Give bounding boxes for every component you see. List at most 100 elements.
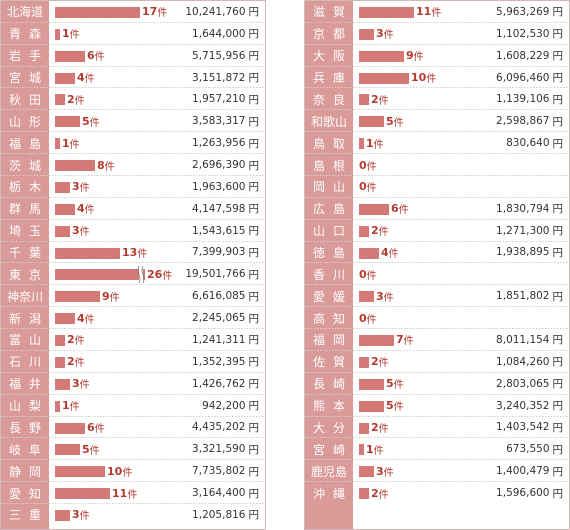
count-value: 4 <box>77 202 85 216</box>
amount-label: 5,963,269 円 <box>496 1 563 23</box>
count-value: 0 <box>359 158 367 172</box>
amount-value: 830,640 <box>506 137 550 150</box>
amount-value: 1,271,300 <box>496 224 550 237</box>
count-bar <box>359 488 369 500</box>
amount-suffix: 円 <box>248 334 260 347</box>
table-row: 兵庫 10 件 6,096,460 円 <box>305 67 569 89</box>
prefecture-label: 広島 <box>313 202 354 217</box>
row-divider <box>1 174 265 176</box>
amount-suffix: 円 <box>552 50 564 63</box>
table-row: 埼玉 3 件 1,543,615 円 <box>1 220 265 242</box>
count-value: 0 <box>359 267 367 281</box>
amount-value: 2,803,065 <box>496 377 550 390</box>
prefecture-label: 和歌山 <box>310 114 347 129</box>
amount-value: 1,205,816 <box>192 508 246 521</box>
table-row: 青森 1 件 1,644,000 円 <box>1 23 265 45</box>
amount-suffix: 円 <box>248 6 260 19</box>
amount-value: 3,583,317 <box>192 115 246 128</box>
amount-value: 1,963,600 <box>192 180 246 193</box>
amount-value: 5,715,956 <box>192 49 246 62</box>
count-bar <box>55 116 80 128</box>
count-suffix: 件 <box>383 467 394 479</box>
amount-label: 1,543,615 円 <box>192 220 259 242</box>
amount-label: 1,139,106 円 <box>496 88 563 110</box>
prefecture-label: 大分 <box>313 420 354 435</box>
prefecture-label: 鳥取 <box>313 136 354 151</box>
amount-suffix: 円 <box>552 487 564 500</box>
count-suffix: 件 <box>373 139 384 151</box>
amount-label: 2,803,065 円 <box>496 373 563 395</box>
count-suffix: 件 <box>94 52 105 64</box>
count-value: 2 <box>67 355 75 369</box>
count-suffix: 件 <box>84 205 95 217</box>
prefecture-label: 大阪 <box>313 49 354 64</box>
amount-value: 1,830,794 <box>496 202 550 215</box>
count-value: 1 <box>62 136 70 150</box>
prefecture-label: 沖縄 <box>313 486 354 501</box>
count-suffix: 件 <box>74 95 85 107</box>
count-suffix: 件 <box>413 52 424 64</box>
row-divider <box>305 153 569 155</box>
row-divider <box>1 131 265 133</box>
amount-label: 1,938,895 円 <box>496 242 563 264</box>
row-divider <box>1 65 265 67</box>
count-bar <box>55 181 70 193</box>
count-suffix: 件 <box>122 467 133 479</box>
count-value: 6 <box>87 420 95 434</box>
prefecture-label: 長野 <box>9 420 50 435</box>
row-divider <box>1 437 265 439</box>
count-bar <box>359 28 374 40</box>
prefecture-label: 滋賀 <box>313 5 354 20</box>
count-bar <box>359 116 384 128</box>
count-label: 17 件 <box>142 1 167 23</box>
amount-suffix: 円 <box>248 465 260 478</box>
row-divider <box>1 43 265 45</box>
count-value: 11 <box>416 5 432 19</box>
count-suffix: 件 <box>431 8 442 20</box>
amount-suffix: 円 <box>248 312 260 325</box>
row-divider <box>305 43 569 45</box>
prefecture-label: 愛知 <box>9 486 50 501</box>
count-bar <box>55 269 145 281</box>
row-divider <box>1 306 265 308</box>
prefecture-label: 鹿児島 <box>310 464 347 479</box>
table-row: 茨城 8 件 2,696,390 円 <box>1 154 265 176</box>
count-value: 10 <box>107 464 123 478</box>
prefecture-label: 長崎 <box>313 377 354 392</box>
count-suffix: 件 <box>137 248 148 260</box>
count-bar <box>55 28 60 40</box>
prefecture-label: 秋田 <box>9 92 50 107</box>
amount-value: 1,596,600 <box>496 487 550 500</box>
table-row: 山形 5 件 3,583,317 円 <box>1 110 265 133</box>
amount-suffix: 円 <box>248 421 260 434</box>
prefecture-label: 北海道 <box>6 5 43 20</box>
table-row: 岡山 0 件 <box>305 176 569 198</box>
count-label: 13 件 <box>122 242 147 264</box>
count-bar <box>359 444 364 456</box>
row-divider <box>305 240 569 242</box>
count-suffix: 件 <box>366 161 377 173</box>
count-value: 2 <box>371 420 379 434</box>
count-bar <box>55 313 75 325</box>
count-suffix: 件 <box>79 511 90 523</box>
prefecture-label: 神奈川 <box>6 289 43 304</box>
count-value: 3 <box>72 508 80 522</box>
row-divider <box>305 131 569 133</box>
count-bar <box>55 203 75 215</box>
amount-suffix: 円 <box>552 400 564 413</box>
prefecture-label: 茨城 <box>9 158 50 173</box>
amount-label: 10,241,760 円 <box>185 1 259 23</box>
row-divider <box>1 415 265 417</box>
count-bar <box>359 335 394 347</box>
